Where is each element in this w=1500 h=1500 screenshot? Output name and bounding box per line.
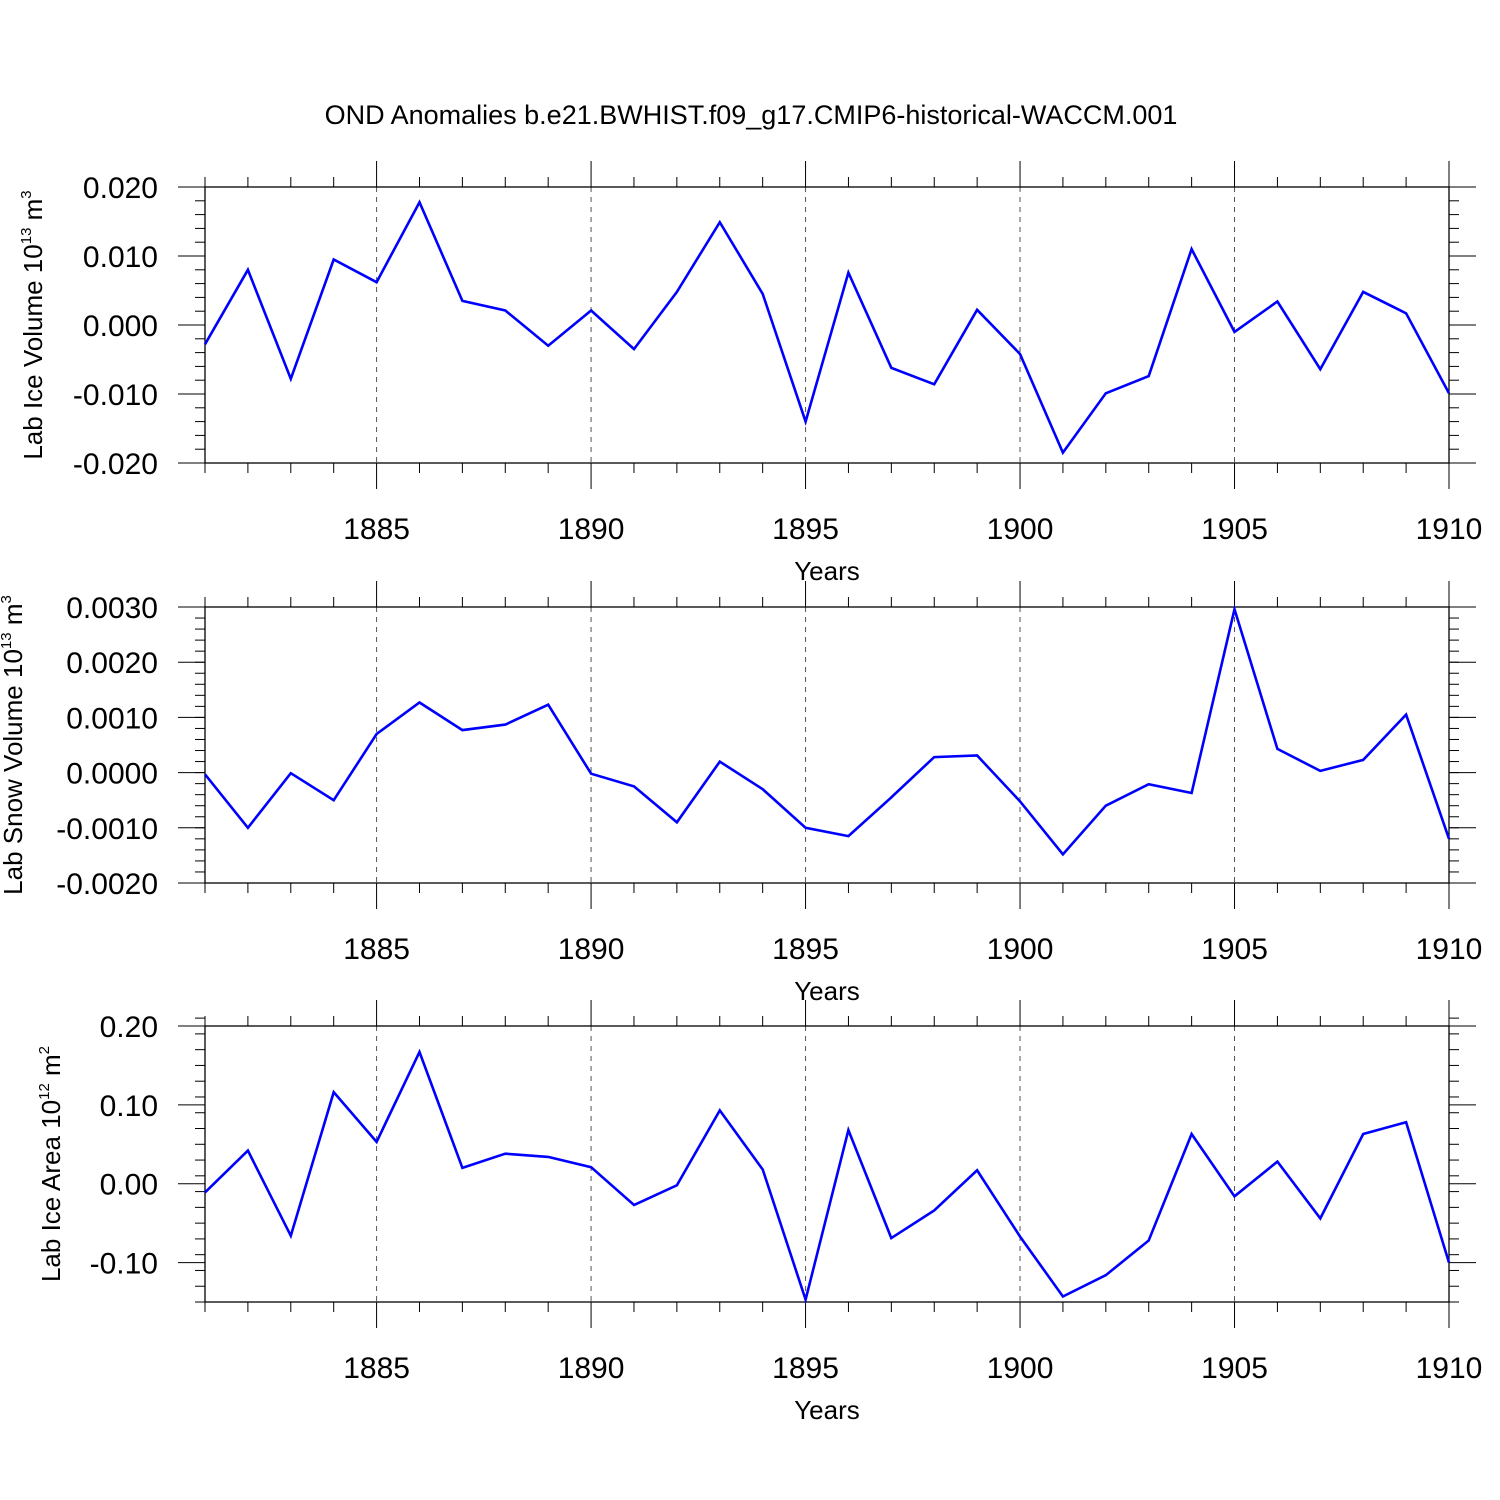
x-tick-label: 1885 xyxy=(343,933,410,966)
plot-frame xyxy=(204,1025,1450,1303)
x-axis-title: Years xyxy=(794,976,860,1006)
y-tick-label: 0.020 xyxy=(83,172,158,205)
y-axis-title: Lab Ice Volume 1013 m3 xyxy=(18,190,48,459)
x-tick-label: 1910 xyxy=(1416,933,1483,966)
y-tick-label: 0.0030 xyxy=(66,592,158,625)
x-tick-label: 1890 xyxy=(558,933,625,966)
y-tick-label: 0.00 xyxy=(100,1169,158,1202)
y-tick-label: 0.0010 xyxy=(66,702,158,735)
y-axis-title-unit: m xyxy=(18,199,48,228)
y-axis-title: Lab Ice Area 1012 m2 xyxy=(36,1046,66,1282)
x-tick-label: 1905 xyxy=(1201,933,1268,966)
x-tick-label: 1890 xyxy=(558,513,625,546)
x-axis-title: Years xyxy=(794,556,860,586)
series-line xyxy=(203,199,1451,456)
y-tick-label: 0.0000 xyxy=(66,758,158,791)
y-axis-title-text: Lab Ice Volume 10 xyxy=(18,244,48,459)
y-axis-title-unit: m xyxy=(36,1054,66,1083)
y-axis-title: Lab Snow Volume 1013 m3 xyxy=(0,595,28,895)
y-tick-label: -0.010 xyxy=(73,379,158,412)
y-axis-title-unit-exponent: 3 xyxy=(18,190,35,198)
series-line xyxy=(203,604,1451,857)
x-tick-label: 1890 xyxy=(558,1352,625,1385)
plot-frame xyxy=(204,606,1450,884)
y-tick-label: 0.000 xyxy=(83,310,158,343)
x-tick-label: 1900 xyxy=(987,933,1054,966)
figure-title: OND Anomalies b.e21.BWHIST.f09_g17.CMIP6… xyxy=(325,100,1178,130)
y-axis-title-text: Lab Ice Area 10 xyxy=(36,1100,66,1282)
y-axis-title-text: Lab Snow Volume 10 xyxy=(0,649,28,895)
y-axis-title-exponent: 12 xyxy=(36,1083,53,1100)
plot-frame xyxy=(204,186,1450,464)
y-tick-label: -0.0010 xyxy=(56,813,158,846)
y-axis-title-exponent: 13 xyxy=(0,632,15,649)
x-tick-label: 1910 xyxy=(1416,513,1483,546)
x-tick-label: 1885 xyxy=(343,1352,410,1385)
y-axis-title-exponent: 13 xyxy=(18,228,35,245)
y-axis-title-unit-exponent: 2 xyxy=(36,1046,53,1054)
x-axis-title: Years xyxy=(794,1395,860,1425)
y-axis-title-unit-exponent: 3 xyxy=(0,595,15,603)
panel-1: 1885 1890 1895 1900 1905 1910 -0.020 -0.010 0.00… xyxy=(18,161,1482,586)
y-tick-label: 0.20 xyxy=(100,1011,158,1044)
x-tick-label: 1895 xyxy=(772,1352,839,1385)
x-tick-label: 1905 xyxy=(1201,513,1268,546)
x-tick-label: 1885 xyxy=(343,513,410,546)
series-line xyxy=(204,1048,1451,1305)
y-tick-label: 0.010 xyxy=(83,241,158,274)
panel-3: 1885 1890 1895 1900 1905 1910 -0.10 0.00 0.10 0.2… xyxy=(36,1000,1482,1425)
y-tick-label: 0.0020 xyxy=(66,647,158,680)
panel-2: 1885 1890 1895 1900 1905 1910 -0.0020 -0.0010 0.… xyxy=(0,581,1482,1006)
y-tick-label: -0.10 xyxy=(90,1248,158,1281)
x-tick-label: 1910 xyxy=(1416,1352,1483,1385)
y-axis-title-unit: m xyxy=(0,604,28,633)
x-tick-label: 1905 xyxy=(1201,1352,1268,1385)
x-tick-label: 1900 xyxy=(987,1352,1054,1385)
x-tick-label: 1900 xyxy=(987,513,1054,546)
y-tick-label: -0.020 xyxy=(73,448,158,481)
y-tick-label: 0.10 xyxy=(100,1090,158,1123)
x-tick-label: 1895 xyxy=(772,933,839,966)
y-tick-label: -0.0020 xyxy=(56,868,158,901)
x-tick-label: 1895 xyxy=(772,513,839,546)
